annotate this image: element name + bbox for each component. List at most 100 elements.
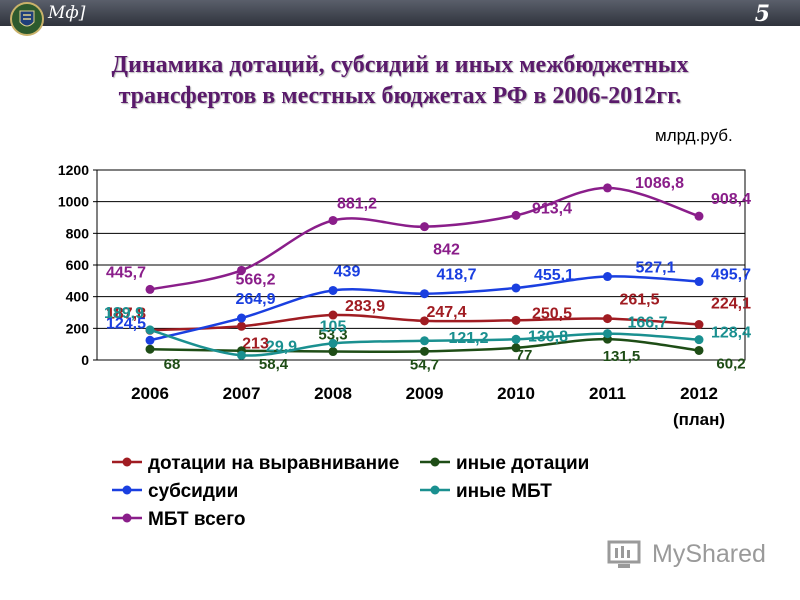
data-point <box>511 315 521 325</box>
legend-label: иные МБТ <box>456 481 552 502</box>
data-point <box>694 345 704 355</box>
data-label: 439 <box>334 263 361 280</box>
page-number: 5 <box>754 1 770 27</box>
data-point <box>603 329 612 339</box>
title-line-2: трансфертов в местных бюджетах РФ в 2006… <box>118 83 682 109</box>
watermark: MyShared <box>606 538 766 572</box>
data-point <box>694 335 704 345</box>
x-tick-label: 2010 <box>497 384 535 403</box>
data-point <box>237 350 246 360</box>
data-point <box>511 283 521 293</box>
data-point <box>328 310 338 320</box>
data-point <box>237 265 246 275</box>
legend-label: иные дотации <box>456 453 589 474</box>
data-point <box>694 211 704 221</box>
y-tick-label: 800 <box>66 225 90 241</box>
data-label: 283,9 <box>345 298 385 315</box>
data-point <box>420 289 429 299</box>
legend-swatch-marker <box>430 485 440 495</box>
data-label: 105 <box>320 318 347 335</box>
data-label: 495,7 <box>711 267 751 284</box>
data-label: 121,2 <box>448 330 488 347</box>
data-label: 913,4 <box>532 200 572 217</box>
data-label: 58,4 <box>259 356 289 373</box>
data-point <box>145 325 155 335</box>
data-point <box>420 316 429 326</box>
emblem-icon <box>10 2 44 36</box>
y-tick-label: 1000 <box>58 194 89 210</box>
y-tick-label: 1200 <box>58 162 89 178</box>
data-point <box>694 320 704 330</box>
data-point <box>237 313 246 323</box>
data-label: 77 <box>516 347 533 364</box>
y-tick-label: 400 <box>66 289 90 305</box>
x-tick-label: 2009 <box>406 384 444 403</box>
logo-text: Мф] <box>48 3 86 23</box>
data-label: 131,5 <box>603 348 641 365</box>
data-label: 1086,8 <box>635 175 684 192</box>
watermark-text: MyShared <box>652 540 766 568</box>
data-point <box>603 314 612 324</box>
x-tick-label: 2006 <box>131 384 169 403</box>
data-point <box>328 347 338 357</box>
data-point <box>420 346 429 356</box>
data-point <box>603 272 612 282</box>
data-label: 166,7 <box>627 315 667 332</box>
data-label: 128,4 <box>711 325 751 342</box>
page-title: Динамика дотаций, субсидий и иных межбюд… <box>20 50 780 112</box>
legend-label: субсидии <box>148 481 238 502</box>
data-point <box>237 321 246 331</box>
data-point <box>511 334 521 344</box>
data-point <box>328 215 338 225</box>
data-label: 130,8 <box>528 328 568 345</box>
data-point <box>603 183 612 193</box>
y-tick-label: 200 <box>66 320 90 336</box>
data-label: 566,2 <box>235 271 275 288</box>
data-label: 445,7 <box>106 264 146 281</box>
data-label: 247,4 <box>426 304 466 321</box>
top-bar <box>0 0 800 26</box>
data-point <box>420 222 429 232</box>
data-label: 213 <box>242 335 269 352</box>
legend-swatch-marker <box>122 513 132 523</box>
y-tick-label: 600 <box>66 257 90 273</box>
data-point <box>145 284 155 294</box>
data-point <box>420 336 429 346</box>
data-label: 54,7 <box>410 356 439 373</box>
data-label: 455,1 <box>534 267 574 284</box>
x-tick-label: 2011 <box>589 384 626 403</box>
data-label: 124,5 <box>106 315 146 332</box>
data-label: 908,4 <box>711 191 751 208</box>
x-tick-label: 2007 <box>223 384 261 403</box>
data-label: 187,8 <box>106 305 146 322</box>
data-label: 224,1 <box>711 296 751 313</box>
data-label: 250,5 <box>532 305 572 322</box>
y-tick-label: 0 <box>81 352 89 368</box>
legend-swatch-marker <box>430 457 440 467</box>
data-label: 881,2 <box>337 195 377 212</box>
x-tick-label: 2012 <box>680 384 718 403</box>
unit-label: млрд.руб. <box>655 126 733 145</box>
series-line <box>149 186 700 291</box>
monitor-icon <box>607 540 641 568</box>
data-point <box>145 344 155 354</box>
data-point <box>694 277 704 287</box>
legend-label: МБТ всего <box>148 509 246 530</box>
title-line-1: Динамика дотаций, субсидий и иных межбюд… <box>111 52 689 78</box>
data-point <box>145 335 155 345</box>
legend-label: дотации на выравнивание <box>148 453 399 474</box>
data-label: 264,9 <box>235 291 275 308</box>
data-label: 29,9 <box>266 338 297 355</box>
x-tick-sublabel: (план) <box>673 410 725 429</box>
data-label: 418,7 <box>436 267 476 284</box>
data-label: 60,2 <box>716 355 745 372</box>
series-line <box>149 275 700 342</box>
data-label: 842 <box>433 242 460 259</box>
data-point <box>511 210 521 220</box>
data-point <box>328 338 338 348</box>
data-label: 261,5 <box>619 292 659 309</box>
data-label: 68 <box>164 356 181 373</box>
legend-swatch-marker <box>122 485 132 495</box>
data-label: 53,3 <box>318 327 347 344</box>
